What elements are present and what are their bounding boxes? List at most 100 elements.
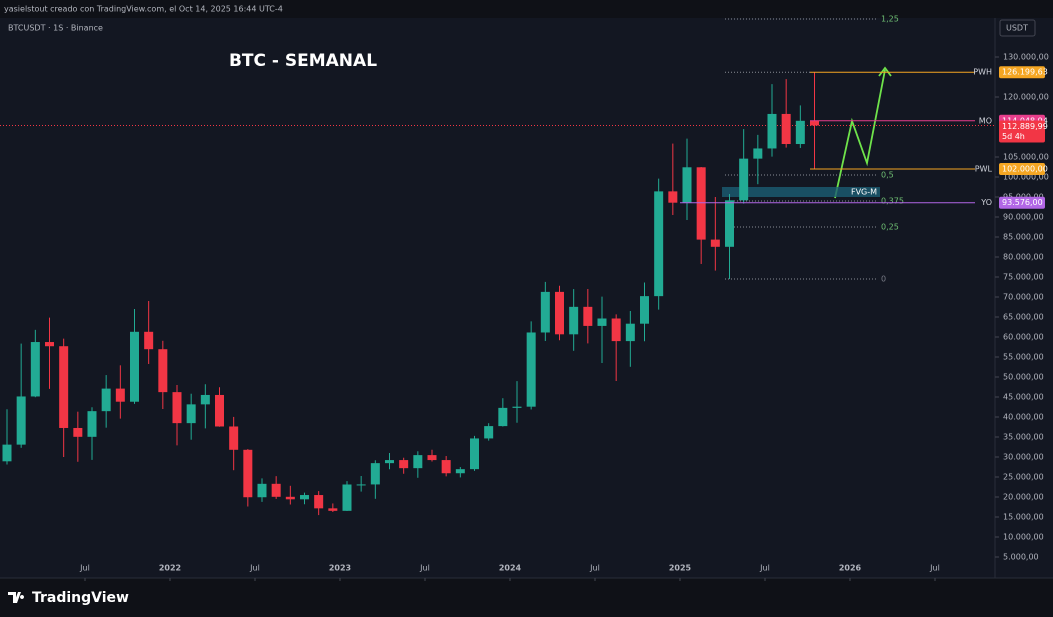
x-tick-label: 2023 bbox=[329, 564, 351, 573]
level-name: PWL bbox=[975, 165, 993, 174]
candle-body bbox=[87, 411, 97, 437]
candle-body bbox=[625, 323, 635, 342]
candle-body bbox=[314, 495, 324, 509]
y-tick-label: 60.000,00 bbox=[1003, 333, 1044, 342]
candle-body bbox=[200, 394, 210, 405]
x-tick-label: 2022 bbox=[159, 564, 181, 573]
header: yasielstout creado con TradingView.com, … bbox=[4, 5, 283, 14]
x-tick-label: 2024 bbox=[499, 564, 522, 573]
candle-body bbox=[300, 495, 309, 500]
x-tick-label: 2026 bbox=[839, 564, 862, 573]
currency: USDT bbox=[1006, 24, 1028, 33]
candle-body bbox=[186, 404, 196, 424]
candle-body bbox=[370, 463, 380, 485]
candle-body bbox=[285, 496, 295, 500]
candle-body bbox=[328, 508, 338, 511]
candle-body bbox=[271, 483, 281, 497]
candle-body bbox=[810, 120, 819, 126]
candle-body bbox=[767, 113, 777, 149]
candle-body bbox=[484, 426, 494, 439]
fib-label: 0,5 bbox=[881, 171, 894, 180]
y-tick-label: 15.000,00 bbox=[1003, 513, 1044, 522]
price-badge bbox=[999, 196, 1045, 209]
y-tick-label: 20.000,00 bbox=[1003, 493, 1044, 502]
fib-label: 0,25 bbox=[881, 223, 899, 232]
candle-body bbox=[668, 191, 678, 203]
y-tick-label: 35.000,00 bbox=[1003, 433, 1044, 442]
y-tick-label: 25.000,00 bbox=[1003, 473, 1044, 482]
candle-body bbox=[640, 296, 649, 324]
price-badge bbox=[999, 120, 1045, 143]
chart-title: BTC - SEMANAL bbox=[229, 51, 377, 71]
y-tick-label: 50.000,00 bbox=[1003, 373, 1044, 382]
y-tick-label: 55.000,00 bbox=[1003, 353, 1044, 362]
y-tick-label: 5.000,00 bbox=[1003, 553, 1039, 562]
level-name: MO bbox=[979, 116, 992, 125]
fib-label: 0 bbox=[881, 275, 886, 284]
x-tick-label: Jul bbox=[929, 564, 940, 573]
y-tick-label: 100.000,00 bbox=[1003, 173, 1049, 182]
candle-body bbox=[611, 318, 621, 342]
candle-body bbox=[45, 342, 54, 347]
x-tick-label: Jul bbox=[249, 564, 260, 573]
candle-body bbox=[144, 331, 154, 350]
plot-area bbox=[0, 18, 995, 578]
candle-body bbox=[470, 438, 479, 470]
candle-body bbox=[243, 449, 253, 498]
currency-box bbox=[999, 19, 1036, 37]
y-tick-label: 105.000,00 bbox=[1003, 153, 1049, 162]
zone-label: FVG-M bbox=[851, 188, 877, 197]
price-badge-label: 126.199,63 bbox=[1002, 68, 1048, 77]
candle-body bbox=[781, 113, 791, 145]
candle-body bbox=[725, 200, 734, 247]
brand: TradingView bbox=[32, 590, 129, 606]
y-tick-label: 70.000,00 bbox=[1003, 293, 1044, 302]
candle-body bbox=[682, 167, 692, 203]
price-badge bbox=[999, 66, 1045, 79]
y-tick-label: 130.000,00 bbox=[1003, 53, 1049, 62]
x-tick-label: Jul bbox=[759, 564, 770, 573]
y-tick-label: 85.000,00 bbox=[1003, 233, 1044, 242]
brand-logo bbox=[8, 592, 25, 603]
candle-body bbox=[342, 484, 352, 511]
y-tick-label: 10.000,00 bbox=[1003, 533, 1044, 542]
candle-body bbox=[399, 460, 409, 469]
candle-body bbox=[385, 460, 394, 464]
symbol: BTCUSDT · 1S · Binance bbox=[8, 24, 103, 33]
x-tick-label: Jul bbox=[589, 564, 600, 573]
candle-body bbox=[569, 306, 579, 335]
projection-arrow bbox=[834, 69, 886, 199]
y-tick-label: 90.000,00 bbox=[1003, 213, 1044, 222]
arrow-head bbox=[878, 66, 892, 77]
candle-body bbox=[583, 306, 593, 326]
y-tick-label: 30.000,00 bbox=[1003, 453, 1044, 462]
candle-body bbox=[158, 349, 168, 393]
candle-body bbox=[441, 460, 451, 474]
candle-body bbox=[654, 191, 664, 297]
y-tick-label: 80.000,00 bbox=[1003, 253, 1044, 262]
x-tick-label: Jul bbox=[79, 564, 90, 573]
candle-body bbox=[30, 342, 40, 397]
price-badge-label: 112.889,99 bbox=[1002, 122, 1048, 131]
x-tick-label: 2025 bbox=[669, 564, 692, 573]
fib-label: 1,25 bbox=[881, 15, 899, 24]
y-tick-label: 65.000,00 bbox=[1003, 313, 1044, 322]
candle-body bbox=[555, 291, 564, 335]
candle-body bbox=[16, 396, 26, 445]
countdown: 5d 4h bbox=[1002, 132, 1025, 141]
candle-body bbox=[101, 388, 111, 412]
candle-body bbox=[229, 426, 239, 450]
candle-body bbox=[130, 331, 139, 402]
fib-label: 0,375 bbox=[881, 197, 904, 206]
candle-body bbox=[172, 392, 182, 424]
price-axis bbox=[995, 18, 1053, 578]
level-name: PWH bbox=[973, 68, 992, 77]
x-tick-label: Jul bbox=[419, 564, 430, 573]
y-tick-label: 120.000,00 bbox=[1003, 93, 1049, 102]
candle-body bbox=[427, 455, 437, 461]
y-tick-label: 45.000,00 bbox=[1003, 393, 1044, 402]
candle-body bbox=[215, 394, 224, 427]
candle-body bbox=[540, 291, 550, 333]
candle-body bbox=[2, 444, 12, 462]
